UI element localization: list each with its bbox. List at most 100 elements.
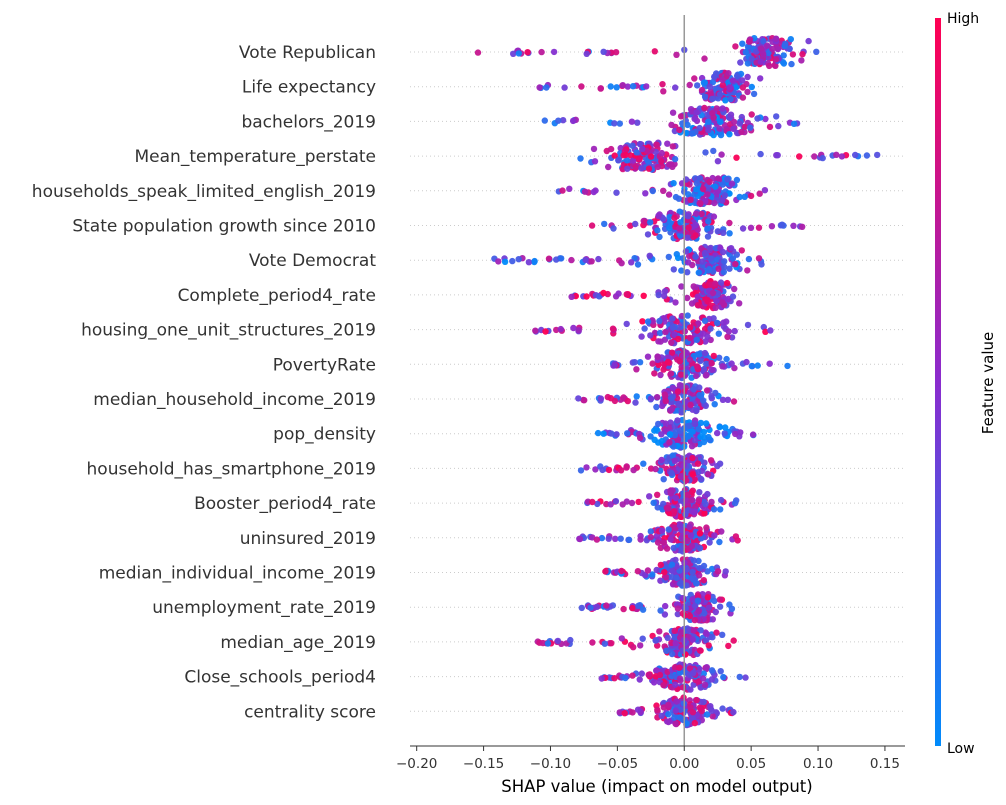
shap-point xyxy=(729,77,737,84)
shap-point xyxy=(658,456,665,464)
shap-point xyxy=(593,603,601,610)
shap-point xyxy=(609,325,617,332)
shap-point xyxy=(720,229,727,236)
shap-point xyxy=(649,632,656,640)
shap-point xyxy=(747,124,754,131)
shap-point xyxy=(639,635,646,642)
shap-point xyxy=(536,84,543,91)
shap-point xyxy=(649,360,656,367)
shap-point xyxy=(741,193,748,200)
shap-point xyxy=(600,430,607,437)
shap-point xyxy=(714,290,722,297)
shap-point xyxy=(668,339,675,346)
shap-point xyxy=(644,353,652,360)
feature-row-points xyxy=(584,486,740,520)
shap-point xyxy=(692,232,699,239)
shap-point xyxy=(691,75,698,82)
shap-point xyxy=(732,430,739,438)
shap-point xyxy=(711,532,718,539)
shap-point xyxy=(686,665,694,672)
shap-point xyxy=(624,165,631,172)
shap-point xyxy=(655,420,662,428)
shap-point xyxy=(672,299,679,306)
shap-point xyxy=(709,713,716,720)
shap-point xyxy=(689,569,696,576)
shap-point xyxy=(686,334,694,342)
shap-point xyxy=(696,384,703,391)
shap-point xyxy=(688,130,696,137)
shap-point xyxy=(703,637,710,644)
shap-point xyxy=(690,681,697,688)
feature-label: household_has_smartphone_2019 xyxy=(87,459,376,479)
colorbar-title: Feature value xyxy=(979,332,997,434)
shap-point xyxy=(719,76,726,84)
shap-point xyxy=(595,255,602,263)
shap-point xyxy=(727,111,735,118)
shap-point xyxy=(676,675,684,682)
shap-point xyxy=(694,593,702,600)
shap-point xyxy=(684,234,691,241)
shap-point xyxy=(623,291,630,298)
shap-point xyxy=(545,255,553,262)
feature-row-points xyxy=(568,278,743,312)
shap-point xyxy=(642,190,649,197)
shap-point xyxy=(665,526,672,533)
shap-point xyxy=(558,255,565,262)
shap-point xyxy=(707,457,715,464)
feature-label: Vote Republican xyxy=(239,43,376,63)
feature-row-points xyxy=(577,139,881,173)
feature-label: housing_one_unit_structures_2019 xyxy=(81,321,376,341)
shap-point xyxy=(660,187,667,194)
shap-point xyxy=(605,163,612,171)
shap-point xyxy=(711,280,719,287)
shap-point xyxy=(717,668,724,675)
shap-point xyxy=(632,220,639,228)
shap-point xyxy=(666,439,673,446)
shap-point xyxy=(757,75,764,82)
shap-point xyxy=(656,233,663,241)
shap-point xyxy=(672,494,680,502)
shap-point xyxy=(708,360,715,367)
x-tick-label: −0.20 xyxy=(396,756,437,772)
shap-point xyxy=(703,665,710,672)
shap-point xyxy=(658,158,665,165)
shap-point xyxy=(700,438,708,446)
shap-point xyxy=(664,140,671,147)
shap-point xyxy=(630,466,637,474)
shap-point xyxy=(789,51,797,58)
shap-point xyxy=(665,191,673,198)
shap-point xyxy=(719,363,726,370)
shap-point xyxy=(705,266,713,274)
shap-point xyxy=(704,490,711,498)
shap-point xyxy=(711,401,718,408)
shap-point xyxy=(710,147,717,155)
shap-point xyxy=(706,178,713,185)
shap-point xyxy=(692,503,699,511)
shap-point xyxy=(730,398,738,405)
shap-point xyxy=(667,395,675,402)
shap-point xyxy=(678,283,685,290)
shap-point xyxy=(709,634,716,641)
shap-point xyxy=(674,388,682,395)
shap-point xyxy=(700,562,708,570)
shap-point xyxy=(778,221,786,228)
shap-point xyxy=(753,48,760,55)
shap-point xyxy=(700,670,707,677)
shap-point xyxy=(719,631,726,638)
shap-point xyxy=(756,190,763,197)
shap-point xyxy=(616,709,623,716)
shap-point xyxy=(561,84,568,91)
shap-point xyxy=(716,460,724,467)
shap-point xyxy=(718,528,725,535)
shap-point xyxy=(619,501,626,508)
shap-point xyxy=(725,328,732,335)
shap-point xyxy=(693,336,700,343)
shap-point xyxy=(638,670,645,677)
shap-point xyxy=(730,125,737,132)
shap-point xyxy=(669,384,677,391)
shap-point xyxy=(687,196,694,203)
shap-point xyxy=(744,88,751,96)
shap-point xyxy=(623,157,631,164)
shap-point xyxy=(636,140,644,148)
shap-point xyxy=(730,708,737,716)
